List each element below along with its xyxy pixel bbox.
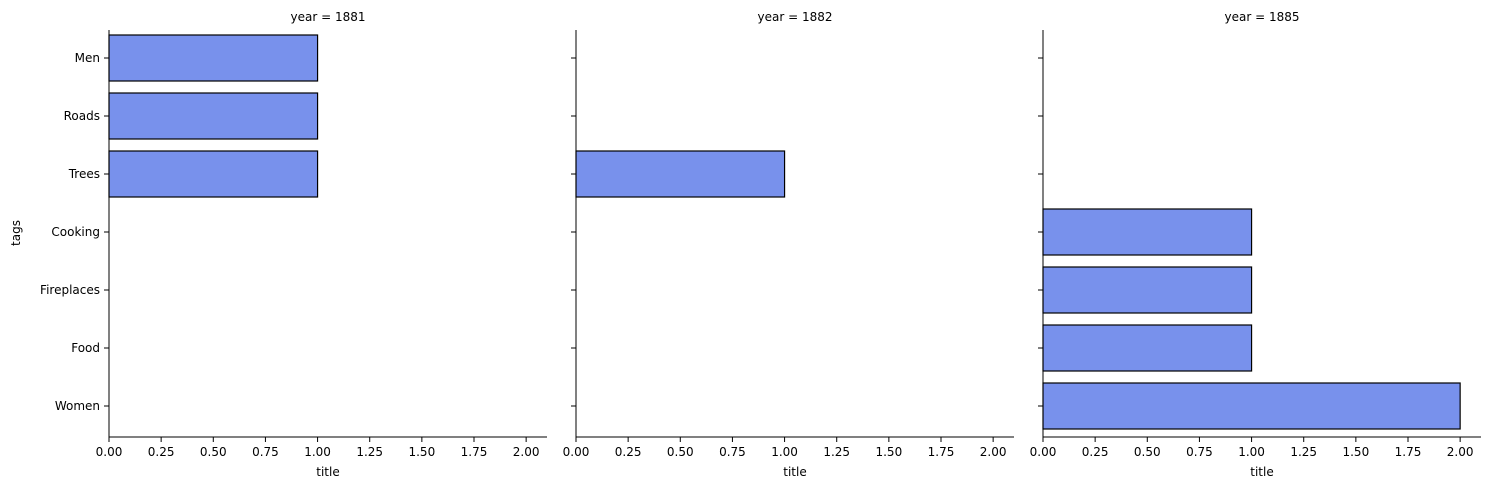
x-tick-label: 0.50 (200, 445, 227, 459)
x-tick-label: 0.25 (1082, 445, 1109, 459)
x-tick-label: 0.75 (719, 445, 746, 459)
x-tick-label: 1.75 (461, 445, 488, 459)
y-tick-label: Fireplaces (40, 283, 100, 297)
y-tick-label: Women (55, 399, 100, 413)
x-tick-label: 1.50 (408, 445, 435, 459)
x-tick-label: 1.00 (304, 445, 331, 459)
x-tick-label: 0.75 (1186, 445, 1213, 459)
bar (1042, 324, 1253, 372)
x-tick-label: 0.00 (563, 445, 590, 459)
y-tick-label: Cooking (51, 225, 100, 239)
x-tick-label: 1.75 (1395, 445, 1422, 459)
x-axis-title: title (1250, 465, 1273, 479)
x-tick-label: 2.00 (980, 445, 1007, 459)
x-tick-label: 1.25 (1290, 445, 1317, 459)
x-tick-label: 0.00 (96, 445, 123, 459)
y-tick-label: Trees (68, 167, 100, 181)
x-tick-label: 1.50 (1342, 445, 1369, 459)
facet-panel: year = 1882 0.00 0.25 0.50 0.75 1.00 1.25 1.50 1… (563, 10, 1014, 479)
bar (108, 150, 319, 198)
x-tick-label: 1.25 (356, 445, 383, 459)
x-tick-label: 0.50 (1134, 445, 1161, 459)
x-tick-label: 1.75 (928, 445, 955, 459)
x-tick-label: 0.50 (667, 445, 694, 459)
facet-title: year = 1885 (1225, 10, 1300, 24)
x-tick-label: 0.00 (1030, 445, 1057, 459)
bar (1042, 266, 1253, 314)
facet-title: year = 1882 (758, 10, 833, 24)
y-tick-label: Roads (64, 109, 100, 123)
bar (1042, 208, 1253, 256)
x-tick-label: 2.00 (1447, 445, 1474, 459)
x-axis-title: title (783, 465, 806, 479)
x-axis-title: title (316, 465, 339, 479)
x-tick-label: 2.00 (513, 445, 540, 459)
y-tick-label: Food (71, 341, 100, 355)
facet-panels: year = 1881 Men Roads Trees Cooking Fireplace… (40, 10, 1481, 479)
bar (575, 150, 786, 198)
bar (108, 34, 319, 82)
facet-title: year = 1881 (291, 10, 366, 24)
x-tick-label: 1.25 (823, 445, 850, 459)
x-tick-label: 0.75 (252, 445, 279, 459)
x-tick-label: 1.00 (1238, 445, 1265, 459)
x-tick-label: 1.50 (875, 445, 902, 459)
y-axis-title: tags (9, 220, 23, 246)
bar (108, 92, 319, 140)
x-tick-label: 0.25 (615, 445, 642, 459)
y-tick-label: Men (75, 51, 100, 65)
facet-panel: year = 1881 Men Roads Trees Cooking Fireplace… (40, 10, 547, 479)
x-tick-label: 1.00 (771, 445, 798, 459)
facet-panel: year = 1885 0.00 0.25 0.50 0.75 1.00 1.25 1.50 1… (1030, 10, 1481, 479)
x-tick-label: 0.25 (148, 445, 175, 459)
bar (1042, 382, 1461, 430)
